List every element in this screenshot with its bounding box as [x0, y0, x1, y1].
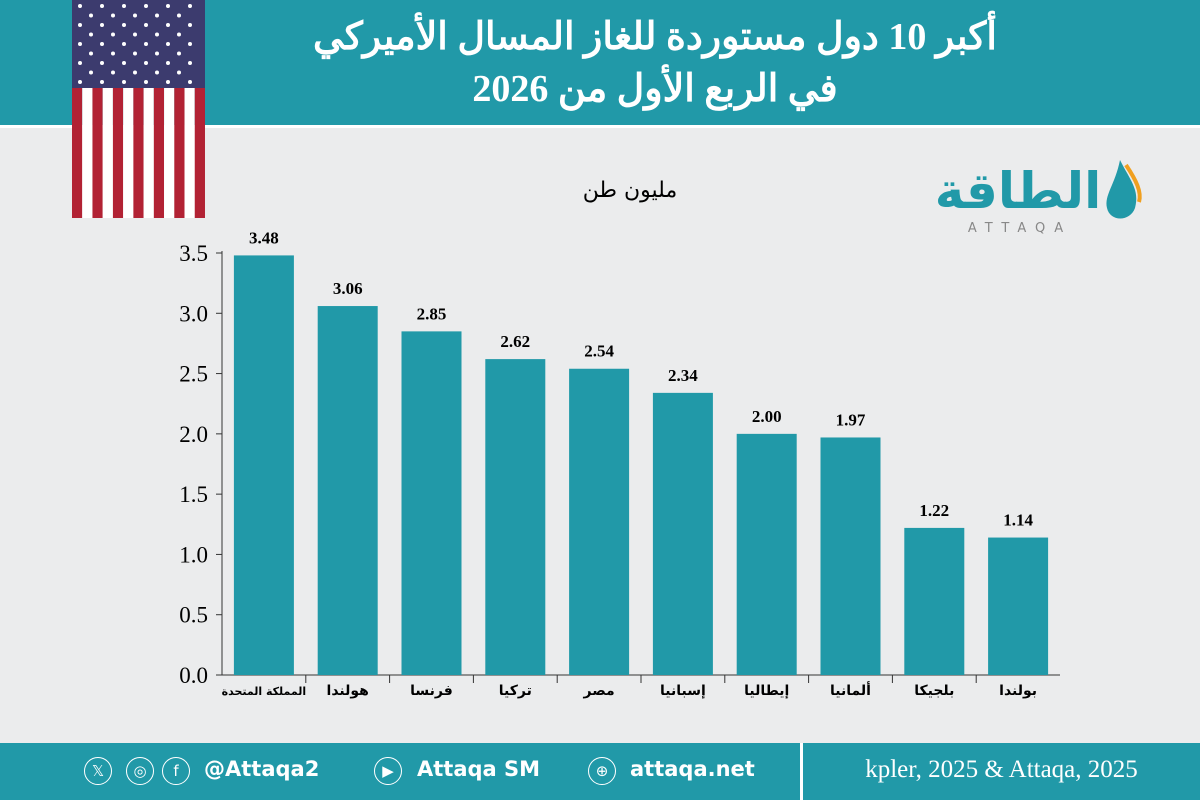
y-tick-label: 1.5: [179, 482, 208, 507]
data-label: 2.85: [417, 304, 447, 323]
youtube-channel[interactable]: Attaqa SM: [417, 757, 541, 781]
category-label: بولندا: [999, 683, 1037, 699]
category-label: إسبانيا: [660, 683, 706, 699]
svg-text:ATTAQA: ATTAQA: [968, 221, 1072, 235]
handle[interactable]: @Attaqa2: [204, 757, 320, 781]
category-label: مصر: [583, 683, 615, 699]
data-label: 1.97: [836, 410, 866, 429]
bar: [652, 392, 713, 675]
y-tick-label: 2.5: [179, 362, 208, 387]
title-line-1: أكبر 10 دول مستوردة للغاز المسال الأميرك…: [313, 16, 997, 58]
x-icon[interactable]: 𝕏: [84, 757, 112, 785]
category-label: المملكة المتحدة: [222, 685, 307, 698]
category-label: هولندا: [327, 683, 369, 699]
website[interactable]: attaqa.net: [630, 757, 755, 781]
bar: [988, 537, 1049, 675]
category-label: ألمانيا: [830, 681, 871, 699]
category-label: إيطاليا: [744, 683, 789, 699]
footer: 𝕏 ◎ f @Attaqa2 ▶ Attaqa SM ⊕ attaqa.net …: [0, 743, 1200, 800]
bar: [820, 437, 881, 675]
facebook-icon[interactable]: f: [162, 757, 190, 785]
data-label: 2.34: [668, 366, 698, 385]
bar: [317, 306, 378, 675]
bar: [904, 527, 965, 675]
bar: [736, 433, 797, 675]
data-label: 2.00: [752, 407, 782, 426]
y-tick-label: 1.0: [179, 542, 208, 567]
svg-text:الطاقة: الطاقة: [935, 162, 1101, 220]
source: kpler, 2025 & Attaqa, 2025: [865, 756, 1138, 783]
title-line-2: في الربع الأول من 2026: [472, 68, 838, 110]
data-label: 1.14: [1003, 511, 1033, 530]
unit-label: مليون طن: [582, 178, 678, 203]
y-tick-label: 2.0: [179, 422, 208, 447]
us-flag: [72, 0, 205, 218]
y-tick-label: 3.0: [179, 301, 208, 326]
data-label: 3.48: [249, 228, 279, 247]
youtube-icon[interactable]: ▶: [374, 757, 402, 785]
y-tick-label: 0.5: [179, 603, 208, 628]
bar: [233, 255, 294, 675]
divider: [800, 743, 803, 800]
attaqa-logo: الطاقة ATTAQA: [930, 150, 1145, 236]
data-label: 1.22: [919, 501, 949, 520]
category-label: فرنسا: [410, 683, 453, 699]
data-label: 3.06: [333, 279, 363, 298]
y-tick-label: 3.5: [179, 241, 208, 266]
y-tick-label: 0.0: [179, 663, 208, 688]
category-label: تركيا: [499, 683, 532, 699]
bar: [401, 331, 462, 675]
data-label: 2.54: [584, 342, 614, 361]
bar: [569, 368, 630, 675]
instagram-icon[interactable]: ◎: [126, 757, 154, 785]
bar-chart: 0.0 0.5 1.0 1.5 2.0 2.5 3.0 3.5 3.48 المملكة المت…: [179, 228, 1060, 699]
data-label: 2.62: [500, 332, 530, 351]
globe-icon[interactable]: ⊕: [588, 757, 616, 785]
bar: [485, 359, 546, 675]
category-label: بلجيكا: [914, 683, 954, 699]
